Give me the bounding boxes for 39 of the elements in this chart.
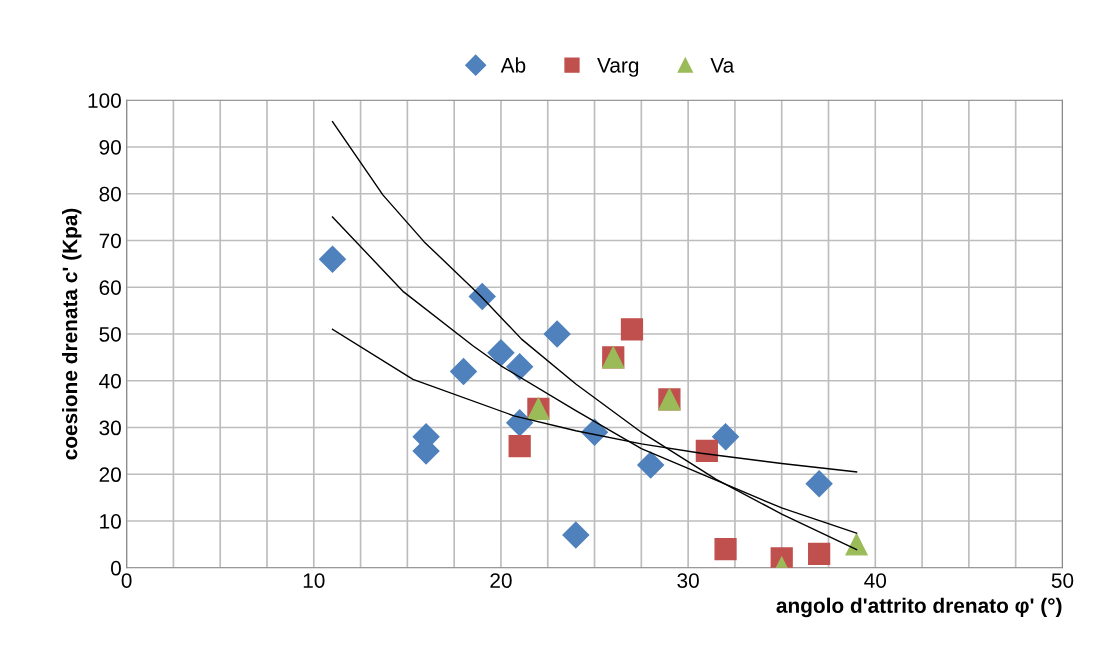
y-tick-label: 20	[99, 467, 121, 483]
point	[319, 245, 346, 273]
point	[808, 542, 831, 565]
point	[712, 423, 740, 451]
x-tick-label: 10	[303, 573, 325, 588]
y-tick-label: 100	[88, 93, 121, 108]
y-axis-title: coesione drenata c' (Kpa)	[62, 208, 82, 460]
point	[714, 537, 737, 561]
y-tick-label: 70	[99, 233, 121, 249]
legend-label: Ab	[500, 57, 526, 73]
point	[506, 409, 534, 437]
y-tick-label: 80	[99, 186, 121, 202]
y-tick-label: 10	[100, 514, 121, 529]
point	[450, 357, 477, 385]
point	[620, 318, 644, 341]
x-axis-title: angolo d'attrito drenato φ' (°)	[776, 597, 1062, 618]
x-tick-label: 30	[677, 573, 699, 588]
point	[468, 283, 496, 311]
legend-label: Varg	[597, 58, 639, 77]
point	[637, 451, 665, 479]
x-tick-label: 40	[864, 573, 887, 588]
point	[487, 339, 515, 367]
x-tick-label: 0	[121, 573, 132, 588]
y-tick-label: 50	[99, 327, 121, 342]
legend-label: Va	[710, 58, 735, 73]
point	[845, 533, 868, 556]
point	[506, 353, 534, 381]
point	[508, 435, 531, 458]
y-tick-label: 90	[99, 139, 121, 155]
x-tick-label: 50	[1051, 573, 1074, 588]
point	[543, 320, 571, 348]
y-tick-label: 40	[99, 373, 121, 389]
y-tick-label: 60	[99, 280, 121, 295]
x-tick-label: 20	[490, 573, 512, 588]
y-tick-label: 30	[99, 420, 121, 436]
point	[805, 470, 833, 498]
point	[562, 521, 590, 549]
y-tick-label: 0	[110, 560, 121, 576]
point	[695, 439, 718, 463]
